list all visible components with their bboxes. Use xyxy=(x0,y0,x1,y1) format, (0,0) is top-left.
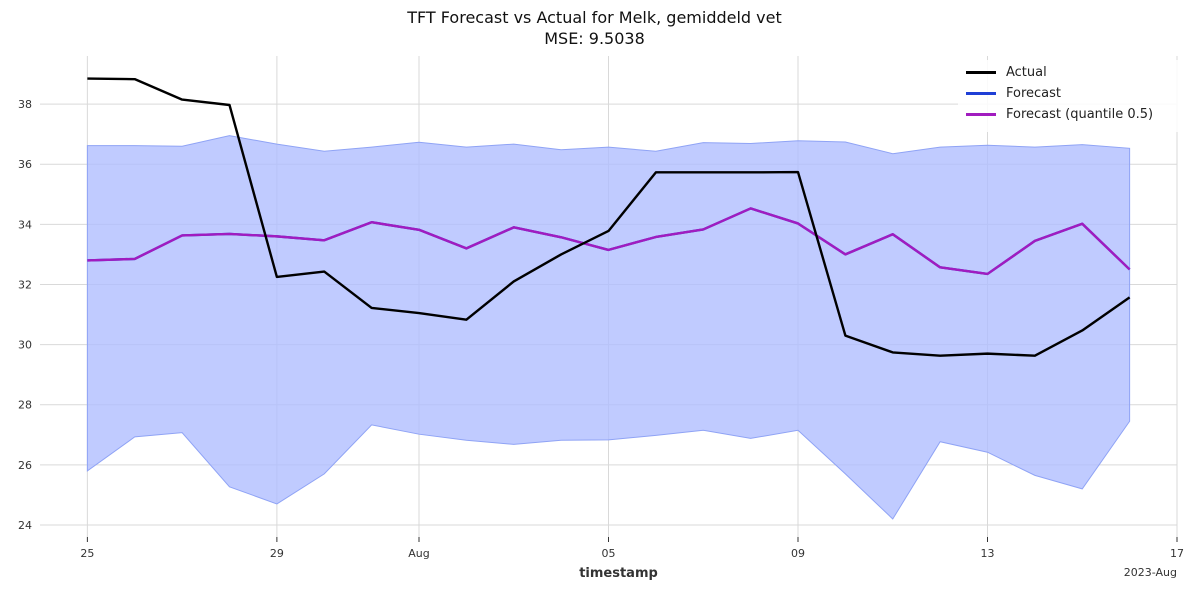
x-tick-label: 29 xyxy=(270,547,284,560)
legend-swatch-forecast xyxy=(966,91,996,95)
y-tick-label: 38 xyxy=(18,98,32,111)
x-tick-label: 05 xyxy=(602,547,616,560)
y-tick-label: 36 xyxy=(18,158,32,171)
x-tick-label: Aug xyxy=(408,547,429,560)
x-tick-label: 13 xyxy=(981,547,995,560)
y-tick-label: 28 xyxy=(18,399,32,412)
legend-label-actual: Actual xyxy=(1006,64,1047,80)
y-tick-label: 34 xyxy=(18,218,32,231)
y-tick-label: 24 xyxy=(18,519,32,532)
legend-swatch-quantile xyxy=(966,112,996,116)
y-tick-label: 26 xyxy=(18,459,32,472)
legend-label-forecast: Forecast xyxy=(1006,85,1062,101)
legend-item-actual: Actual xyxy=(966,63,1047,81)
y-tick-label: 32 xyxy=(18,278,32,291)
x-tick-label: 09 xyxy=(791,547,805,560)
x-axis-offset-label: 2023-Aug xyxy=(1124,566,1177,579)
legend-swatch-actual xyxy=(966,70,996,74)
legend-label-quantile: Forecast (quantile 0.5) xyxy=(1006,106,1154,122)
legend-item-forecast: Forecast xyxy=(966,84,1061,102)
chart-subtitle: MSE: 9.5038 xyxy=(544,29,645,48)
series-line-actual xyxy=(87,77,1131,357)
x-tick-label: 25 xyxy=(80,547,94,560)
legend: Actual Forecast Forecast (quantile 0.5) xyxy=(958,60,1183,132)
legend-item-quantile: Forecast (quantile 0.5) xyxy=(966,105,1153,123)
x-tick-label: 17 xyxy=(1170,547,1184,560)
series-line-quantile xyxy=(87,207,1131,276)
y-tick-label: 30 xyxy=(18,339,32,352)
x-axis-label: timestamp xyxy=(579,566,658,581)
chart-title: TFT Forecast vs Actual for Melk, gemidde… xyxy=(407,8,782,27)
